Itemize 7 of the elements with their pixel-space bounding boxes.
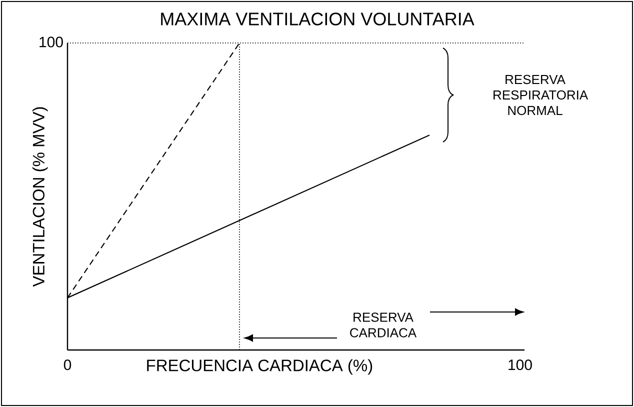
annotation: RESERVA CARDIACA xyxy=(350,312,417,338)
y-axis-title: VENTILACION (% MVV) xyxy=(32,107,48,287)
x-axis-title: FRECUENCIA CARDIACA (%) xyxy=(147,359,372,375)
text: 100 xyxy=(40,36,63,48)
chart-title: MAXIMA VENTILACION VOLUNTARIA xyxy=(161,12,474,26)
x-tick-label: 0 xyxy=(64,360,72,370)
annotation: RESERVA RESPIRATORIA NORMAL xyxy=(494,74,588,116)
